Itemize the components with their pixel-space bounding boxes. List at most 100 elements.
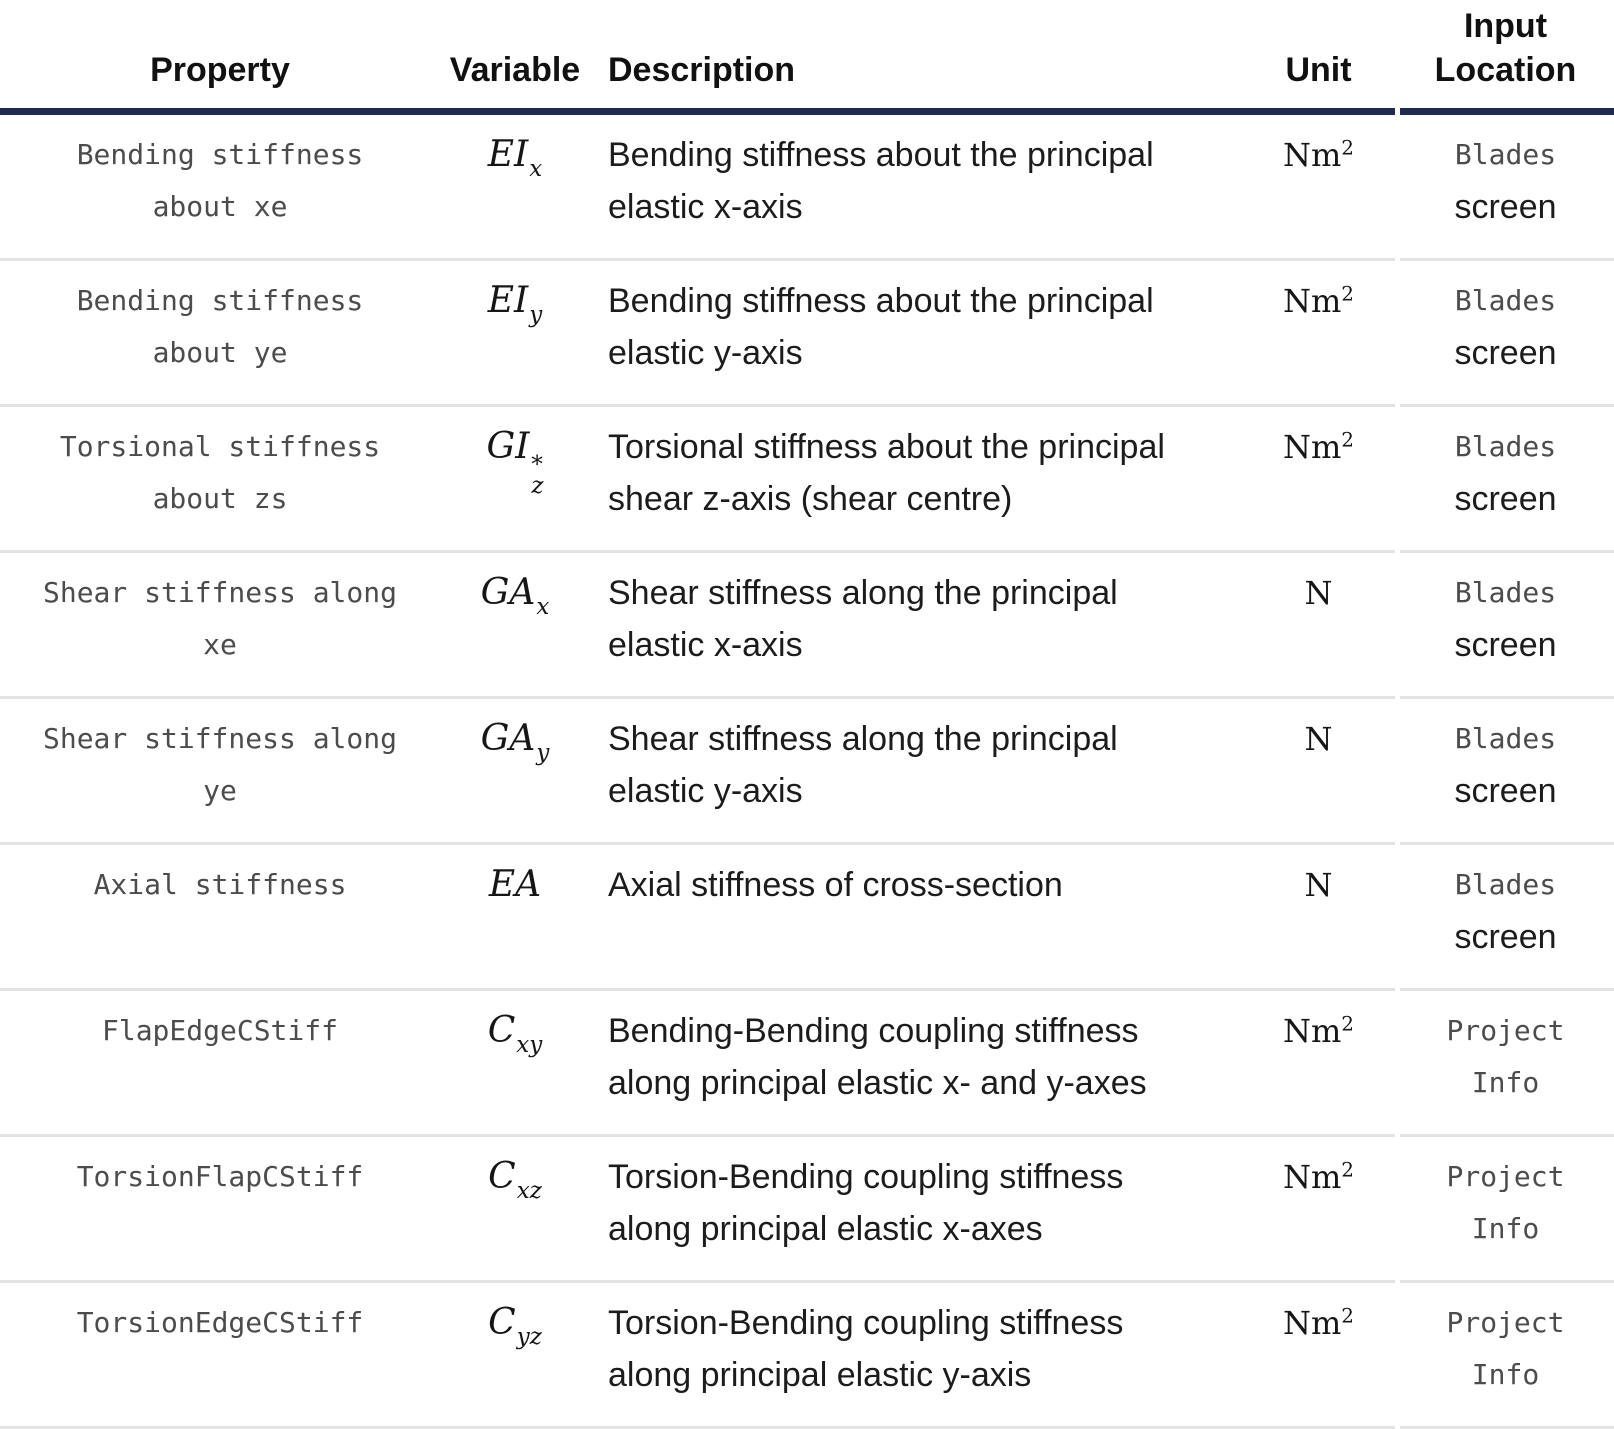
variable-subscript: yz (516, 1324, 542, 1350)
table-body: Bending stiffness about xe EIx Bending s… (0, 115, 1614, 1429)
unit-exponent: 2 (1341, 1303, 1355, 1328)
variable-base: GA (480, 572, 536, 613)
variable-cell: Cxz (440, 1137, 590, 1283)
input-location-line: screen (1454, 626, 1557, 664)
unit-base: N (1304, 866, 1333, 904)
unit-base: Nm (1282, 1012, 1342, 1050)
variable-cell: Cyz (440, 1283, 590, 1429)
input-location-line: Blades (1454, 284, 1557, 317)
property-cell: TorsionFlapCStiff (0, 1137, 440, 1283)
input-location-line: Blades (1454, 430, 1557, 463)
input-location-line: Blades (1454, 576, 1557, 609)
input-location-cell: Blades screen (1395, 261, 1614, 407)
variable-base: GA (480, 718, 536, 759)
property-cell: Bending stiffness about ye (0, 261, 440, 407)
unit-exponent: 2 (1341, 281, 1355, 306)
unit-base: Nm (1282, 428, 1342, 466)
variable-base: EA (488, 864, 542, 905)
input-location-line: Info (1471, 1212, 1540, 1245)
unit-value: Nm2 (1283, 428, 1354, 466)
variable-base: EI (487, 280, 529, 321)
table-header: Property Variable Description Unit Input… (0, 0, 1614, 115)
variable-formula: GI * z (486, 426, 543, 498)
header-property: Property (0, 0, 440, 115)
unit-exponent: 2 (1341, 1157, 1355, 1182)
input-location-cell: Blades screen (1395, 407, 1614, 553)
table-row: Bending stiffness about ye EIy Bending s… (0, 261, 1614, 407)
variable-base: C (487, 1010, 516, 1051)
variable-cell: EIx (440, 115, 590, 261)
input-location-cell: Project Info (1395, 1283, 1614, 1429)
variable-superscript: * (531, 452, 543, 478)
unit-cell: N (1240, 699, 1397, 845)
unit-cell: Nm2 (1240, 407, 1397, 553)
variable-formula: GAx (480, 572, 550, 620)
unit-base: Nm (1282, 1304, 1342, 1342)
description-cell: Bending stiffness about the principal el… (590, 261, 1240, 407)
unit-cell: Nm2 (1240, 115, 1397, 261)
unit-cell: Nm2 (1240, 991, 1397, 1137)
description-cell: Torsional stiffness about the principal … (590, 407, 1240, 553)
unit-base: N (1304, 574, 1333, 612)
input-location-line: Project (1446, 1014, 1565, 1047)
unit-exponent: 2 (1341, 135, 1355, 160)
table-row: Bending stiffness about xe EIx Bending s… (0, 115, 1614, 261)
input-location-cell: Project Info (1395, 1137, 1614, 1283)
input-location-line: screen (1454, 334, 1557, 372)
unit-cell: Nm2 (1240, 1137, 1397, 1283)
variable-formula: Cxy (487, 1010, 543, 1058)
unit-value: N (1305, 720, 1333, 758)
description-cell: Shear stiffness along the principal elas… (590, 553, 1240, 699)
unit-base: N (1304, 720, 1333, 758)
unit-exponent: 2 (1341, 427, 1355, 452)
description-cell: Torsion-Bending coupling stiffness along… (590, 1137, 1240, 1283)
description-cell: Axial stiffness of cross-section (590, 845, 1240, 991)
header-unit: Unit (1240, 0, 1397, 115)
input-location-cell: Blades screen (1395, 699, 1614, 845)
property-cell: Axial stiffness (0, 845, 440, 991)
unit-value: Nm2 (1283, 1304, 1354, 1342)
input-location-line: screen (1454, 772, 1557, 810)
variable-scripts: * z (531, 452, 543, 498)
description-cell: Bending stiffness about the principal el… (590, 115, 1240, 261)
variable-base: C (488, 1156, 516, 1197)
input-location-cell: Project Info (1395, 991, 1614, 1137)
property-cell: Shear stiffness along ye (0, 699, 440, 845)
variable-formula: EIx (488, 134, 542, 182)
variable-subscript: x (529, 156, 543, 182)
variable-cell: GAx (440, 553, 590, 699)
header-row: Property Variable Description Unit Input… (0, 0, 1614, 115)
unit-value: Nm2 (1283, 136, 1354, 174)
unit-exponent: 2 (1341, 1011, 1355, 1036)
unit-cell: Nm2 (1240, 1283, 1397, 1429)
variable-cell: GI * z (440, 407, 590, 553)
table-row: FlapEdgeCStiff Cxy Bending-Bending coupl… (0, 991, 1614, 1137)
variable-base: GI (486, 426, 530, 467)
unit-value: Nm2 (1283, 1012, 1354, 1050)
table-row: Shear stiffness along ye GAy Shear stiff… (0, 699, 1614, 845)
variable-subscript: y (529, 302, 543, 328)
input-location-cell: Blades screen (1395, 845, 1614, 991)
variable-formula: EIy (487, 280, 543, 328)
variable-formula: Cyz (488, 1302, 542, 1350)
input-location-line: Project (1446, 1306, 1565, 1339)
table-row: TorsionFlapCStiff Cxz Torsion-Bending co… (0, 1137, 1614, 1283)
unit-value: N (1305, 866, 1333, 904)
description-cell: Torsion-Bending coupling stiffness along… (590, 1283, 1240, 1429)
variable-formula: Cxz (488, 1156, 542, 1204)
property-cell: FlapEdgeCStiff (0, 991, 440, 1137)
variable-formula: GAy (480, 718, 550, 766)
unit-value: N (1305, 574, 1333, 612)
header-input-location: Input Location (1395, 0, 1614, 115)
description-cell: Shear stiffness along the principal elas… (590, 699, 1240, 845)
input-location-line: screen (1454, 480, 1557, 518)
unit-value: Nm2 (1283, 282, 1354, 320)
unit-value: Nm2 (1283, 1158, 1354, 1196)
table-row: Torsional stiffness about zs GI * z Torsio… (0, 407, 1614, 553)
variable-cell: Cxy (440, 991, 590, 1137)
unit-cell: Nm2 (1240, 261, 1397, 407)
input-location-cell: Blades screen (1395, 553, 1614, 699)
variable-subscript: xz (516, 1178, 542, 1204)
variable-cell: EA (440, 845, 590, 991)
input-location-line: Project (1446, 1160, 1565, 1193)
